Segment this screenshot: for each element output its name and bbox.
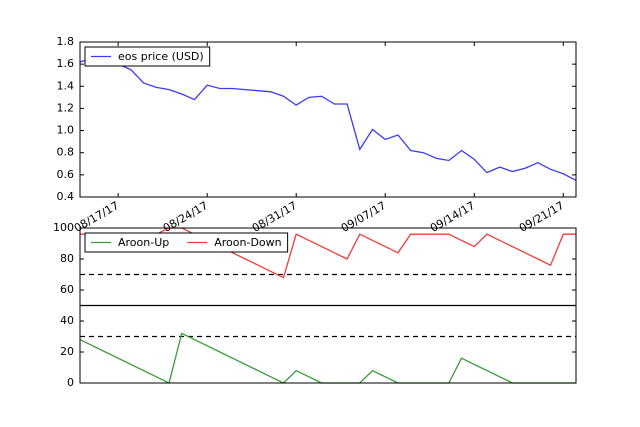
legend-box	[84, 46, 211, 67]
y-tick-label: 1.0	[57, 124, 75, 137]
x-tick-label: 08/31/17	[250, 199, 299, 235]
y-tick-label: 0.4	[57, 190, 75, 203]
y-tick-label: 1.2	[57, 101, 75, 114]
plot-frame	[79, 41, 577, 198]
legend-box	[84, 232, 289, 253]
x-tick-label: 09/14/17	[428, 199, 477, 235]
plot-frame	[79, 227, 577, 384]
y-tick-label: 100	[53, 221, 74, 234]
legend-label: Aroon-Up	[118, 236, 169, 249]
y-tick-label: 0.8	[57, 146, 75, 159]
legend-label: eos price (USD)	[118, 50, 204, 63]
y-tick-label: 1.8	[57, 35, 75, 48]
data-line	[79, 332, 576, 384]
data-line	[80, 227, 576, 279]
y-tick-label: 0	[67, 376, 74, 389]
y-tick-label: 80	[60, 252, 74, 265]
x-tick-label: 08/17/17	[72, 199, 121, 235]
y-tick-label: 20	[60, 345, 74, 358]
x-tick-label: 09/07/17	[339, 199, 388, 235]
legend-label: Aroon-Down	[214, 236, 281, 249]
y-tick-label: 0.6	[57, 168, 75, 181]
y-tick-label: 1.4	[57, 79, 75, 92]
data-line	[79, 57, 577, 181]
y-tick-label: 1.6	[57, 57, 75, 70]
x-tick-label: 09/21/17	[517, 199, 566, 235]
y-tick-label: 40	[60, 314, 74, 327]
y-tick-label: 60	[60, 283, 74, 296]
